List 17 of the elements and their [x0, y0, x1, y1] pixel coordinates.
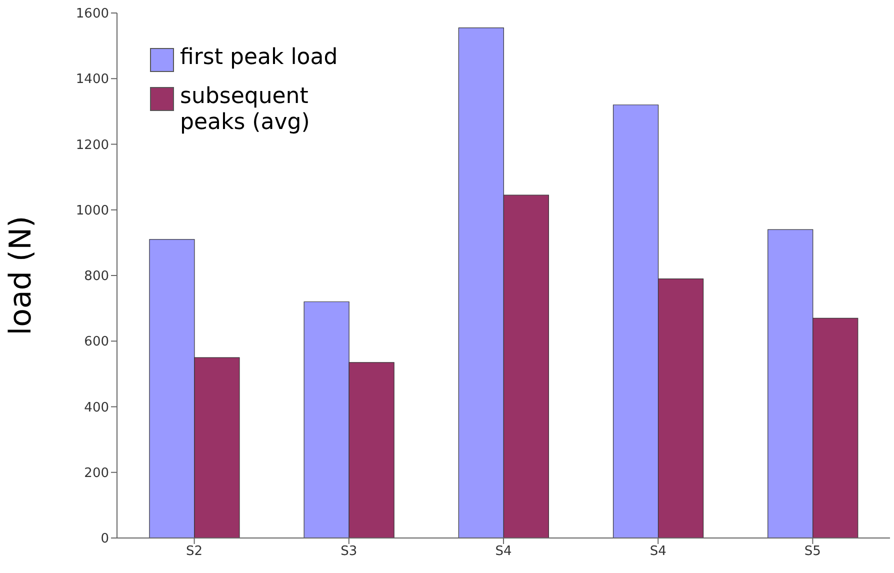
legend-label: first peak load [180, 45, 338, 71]
y-tick-label: 800 [84, 269, 109, 284]
y-tick-label: 600 [84, 334, 109, 350]
x-tick-label: S4 [650, 544, 666, 560]
x-tick-label: S5 [804, 544, 821, 560]
y-tick-label: 0 [100, 532, 109, 547]
y-tick-label: 1400 [76, 72, 109, 88]
x-tick-label: S3 [340, 544, 358, 560]
y-axis-title: load (N) [4, 216, 39, 336]
y-tick-label: 200 [84, 466, 109, 481]
y-tick-label: 1200 [76, 138, 109, 153]
x-tick-label: S4 [495, 544, 512, 560]
legend-label: subsequent peaks (avg) [180, 84, 311, 136]
x-tick-label: S2 [186, 544, 203, 560]
y-tick-label: 400 [84, 400, 109, 416]
y-tick-label: 1000 [76, 203, 109, 218]
y-tick-label: 1600 [76, 6, 109, 22]
